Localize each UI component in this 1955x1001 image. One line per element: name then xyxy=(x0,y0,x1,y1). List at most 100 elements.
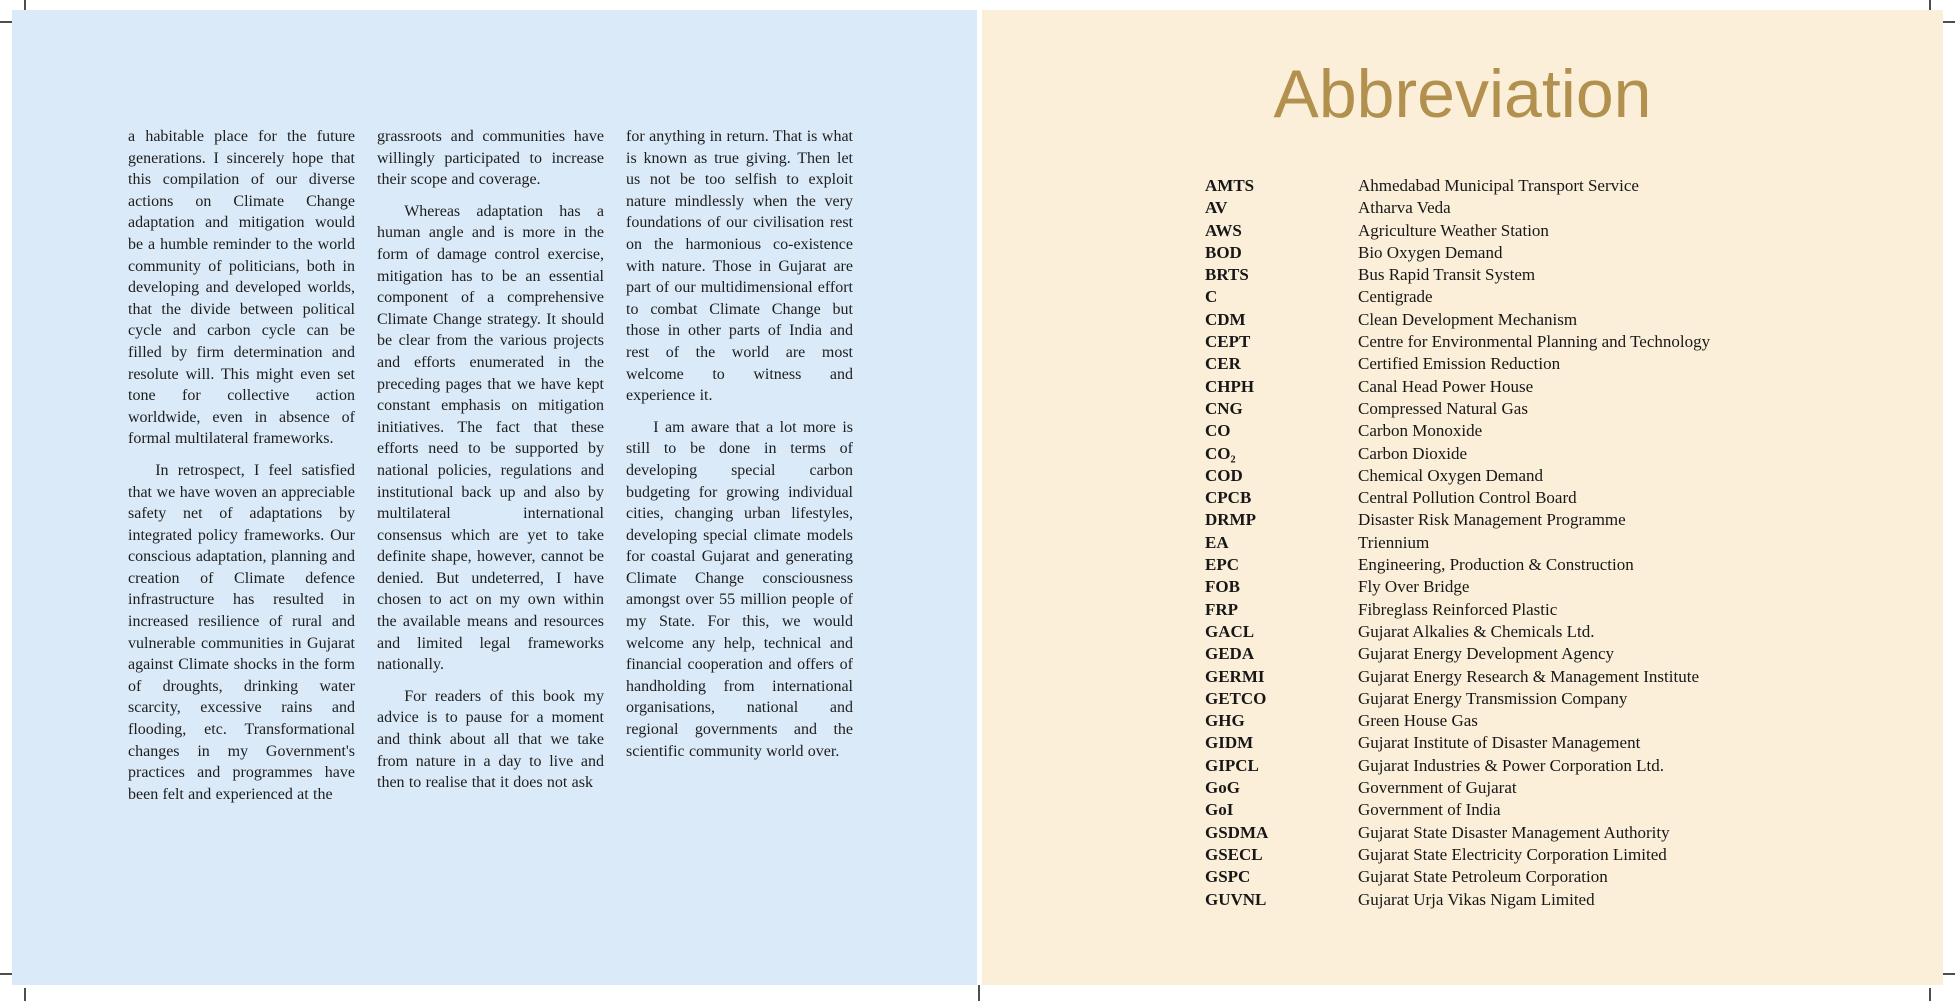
abbreviation-row: GIDM Gujarat Institute of Disaster Manag… xyxy=(1205,732,1885,754)
abbreviation-row: GEDA Gujarat Energy Development Agency xyxy=(1205,643,1885,665)
abbreviation-row: COD Chemical Oxygen Demand xyxy=(1205,465,1885,487)
abbreviation-term: CHPH xyxy=(1205,376,1255,396)
abbreviation-definition: Agriculture Weather Station xyxy=(1358,220,1549,240)
abbreviation-term: AV xyxy=(1205,198,1228,218)
crop-mark-bottom-right-vertical xyxy=(1929,988,1931,1001)
abbreviation-term: GIPCL xyxy=(1205,755,1259,775)
abbreviation-term: GACL xyxy=(1205,621,1255,641)
abbreviation-row: CER Certified Emission Reduction xyxy=(1205,353,1885,375)
abbreviation-row: AMTS Ahmedabad Municipal Transport Servi… xyxy=(1205,175,1885,197)
abbreviation-definition: Gujarat State Disaster Management Author… xyxy=(1358,822,1670,842)
abbreviation-row: GoI Government of India xyxy=(1205,799,1885,821)
abbreviation-row: GSECL Gujarat State Electricity Corporat… xyxy=(1205,844,1885,866)
abbreviation-definition: Clean Development Mechanism xyxy=(1358,309,1578,329)
left-page-text-columns: a habitable place for the future generat… xyxy=(128,126,853,805)
abbreviation-term: CPCB xyxy=(1205,488,1252,508)
abbreviation-term: FRP xyxy=(1205,599,1239,619)
abbreviation-definition: Gujarat Energy Transmission Company xyxy=(1358,688,1628,708)
abbreviation-row: CHPH Canal Head Power House xyxy=(1205,376,1885,398)
abbreviation-row: CPCB Central Pollution Control Board xyxy=(1205,487,1885,509)
crop-mark-bottom-center-vertical xyxy=(978,985,980,1001)
abbreviation-term: GIDM xyxy=(1205,733,1254,753)
abbreviation-term: CO xyxy=(1205,421,1231,441)
abbreviation-term: GERMI xyxy=(1205,666,1265,686)
abbreviation-term: CDM xyxy=(1205,309,1246,329)
abbreviation-term: GHG xyxy=(1205,711,1245,731)
text-column-3: for anything in return. That is what is … xyxy=(626,126,853,805)
abbreviation-term: CO₂ xyxy=(1205,443,1236,463)
abbreviation-row: AV Atharva Veda xyxy=(1205,197,1885,219)
abbreviation-term: GSDMA xyxy=(1205,822,1269,842)
paragraph: Whereas adaptation has a human angle and… xyxy=(377,202,604,674)
abbreviation-row: GUVNL Gujarat Urja Vikas Nigam Limited xyxy=(1205,889,1885,911)
abbreviation-row: GSPC Gujarat State Petroleum Corporation xyxy=(1205,866,1885,888)
abbreviation-definition: Gujarat Energy Research & Management Ins… xyxy=(1358,666,1699,686)
abbreviation-row: GoG Government of Gujarat xyxy=(1205,777,1885,799)
abbreviation-row: AWS Agriculture Weather Station xyxy=(1205,220,1885,242)
page-title: Abbreviation xyxy=(1273,56,1652,132)
abbreviation-row: FOB Fly Over Bridge xyxy=(1205,576,1885,598)
abbreviation-row: BRTS Bus Rapid Transit System xyxy=(1205,264,1885,286)
abbreviation-row: CO₂ Carbon Dioxide xyxy=(1205,443,1885,465)
abbreviation-definition: Fibreglass Reinforced Plastic xyxy=(1358,599,1558,619)
abbreviation-definition: Central Pollution Control Board xyxy=(1358,488,1577,508)
abbreviation-term: AMTS xyxy=(1205,176,1255,195)
abbreviation-definition: Bus Rapid Transit System xyxy=(1358,265,1536,285)
abbreviation-row: CNG Compressed Natural Gas xyxy=(1205,398,1885,420)
abbreviation-row: CO Carbon Monoxide xyxy=(1205,420,1885,442)
abbreviation-definition: Bio Oxygen Demand xyxy=(1358,242,1503,262)
abbreviation-definition: Gujarat Energy Development Agency xyxy=(1358,644,1615,664)
abbreviation-term: BRTS xyxy=(1205,265,1249,285)
crop-mark-bottom-right-horizontal xyxy=(1940,973,1955,975)
abbreviation-definition: Gujarat State Petroleum Corporation xyxy=(1358,867,1608,887)
abbreviation-list: AMTS Ahmedabad Municipal Transport Servi… xyxy=(1205,175,1885,911)
abbreviation-term: GSECL xyxy=(1205,844,1263,864)
abbreviation-row: GSDMA Gujarat State Disaster Management … xyxy=(1205,822,1885,844)
abbreviation-row: EPC Engineering, Production & Constructi… xyxy=(1205,554,1885,576)
abbreviation-definition: Gujarat Institute of Disaster Management xyxy=(1358,733,1641,753)
abbreviation-row: CEPT Centre for Environmental Planning a… xyxy=(1205,331,1885,353)
abbreviation-definition: Government of India xyxy=(1358,800,1501,820)
abbreviation-definition: Ahmedabad Municipal Transport Service xyxy=(1358,176,1639,195)
abbreviation-row: GACL Gujarat Alkalies & Chemicals Ltd. xyxy=(1205,621,1885,643)
abbreviation-definition: Carbon Monoxide xyxy=(1358,421,1483,441)
abbreviation-term: FOB xyxy=(1205,577,1240,597)
abbreviation-term: CEPT xyxy=(1205,332,1251,352)
abbreviation-term: CER xyxy=(1205,354,1241,374)
paragraph: for anything in return. That is what is … xyxy=(626,128,853,405)
abbreviation-term: COD xyxy=(1205,465,1243,485)
abbreviation-definition: Chemical Oxygen Demand xyxy=(1358,465,1544,485)
abbreviation-row: GERMI Gujarat Energy Research & Manageme… xyxy=(1205,666,1885,688)
abbreviation-term: AWS xyxy=(1205,220,1242,240)
abbreviation-term: EPC xyxy=(1205,555,1239,575)
abbreviation-term: GUVNL xyxy=(1205,889,1267,909)
abbreviation-row: GIPCL Gujarat Industries & Power Corpora… xyxy=(1205,755,1885,777)
paragraph: a habitable place for the future generat… xyxy=(128,128,355,448)
abbreviation-term: GETCO xyxy=(1205,688,1267,708)
abbreviation-definition: Compressed Natural Gas xyxy=(1358,398,1528,418)
left-page: a habitable place for the future generat… xyxy=(12,10,977,985)
abbreviation-definition: Atharva Veda xyxy=(1358,198,1451,218)
abbreviation-row: BOD Bio Oxygen Demand xyxy=(1205,242,1885,264)
abbreviation-term: DRMP xyxy=(1205,510,1256,530)
abbreviation-definition: Disaster Risk Management Programme xyxy=(1358,510,1626,530)
abbreviation-definition: Carbon Dioxide xyxy=(1358,443,1468,463)
abbreviation-definition: Government of Gujarat xyxy=(1358,778,1517,798)
abbreviation-row: DRMP Disaster Risk Management Programme xyxy=(1205,509,1885,531)
abbreviation-row: C Centigrade xyxy=(1205,286,1885,308)
abbreviation-definition: Centre for Environmental Planning and Te… xyxy=(1358,332,1711,352)
abbreviation-definition: Canal Head Power House xyxy=(1358,376,1534,396)
paragraph: I am aware that a lot more is still to b… xyxy=(626,418,853,760)
abbreviation-definition: Centigrade xyxy=(1358,287,1433,307)
abbreviation-definition: Gujarat Urja Vikas Nigam Limited xyxy=(1358,889,1595,909)
abbreviation-term: CNG xyxy=(1205,398,1243,418)
abbreviation-term: C xyxy=(1205,287,1218,307)
abbreviation-term: GoG xyxy=(1205,778,1240,798)
abbreviation-term: GSPC xyxy=(1205,867,1251,887)
abbreviation-term: GEDA xyxy=(1205,644,1255,664)
text-column-1: a habitable place for the future generat… xyxy=(128,126,355,805)
paragraph: grassroots and communities have willingl… xyxy=(377,128,604,189)
abbreviation-definition: Engineering, Production & Construction xyxy=(1358,555,1634,575)
text-column-2: grassroots and communities have willingl… xyxy=(377,126,604,805)
abbreviation-row: EA Triennium xyxy=(1205,532,1885,554)
